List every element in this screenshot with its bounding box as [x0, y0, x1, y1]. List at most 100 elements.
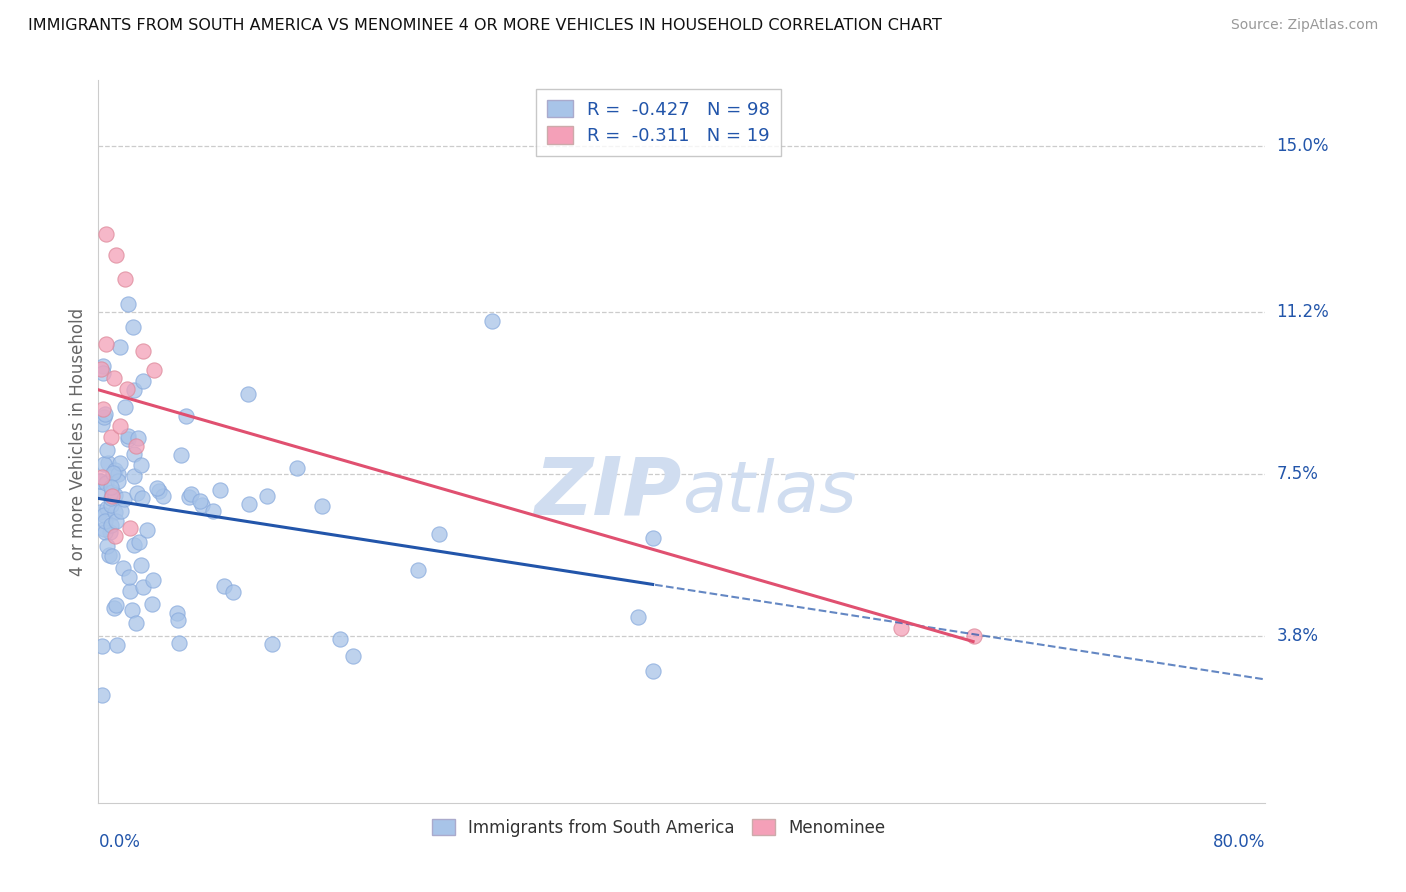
Point [103, 371, 125, 385]
Point [114, 400, 136, 414]
Point [132, 343, 155, 358]
Point [169, 449, 191, 463]
Point [89, 505, 111, 519]
Text: 11.2%: 11.2% [1277, 303, 1329, 321]
Point [342, 648, 364, 663]
Point [100, 491, 122, 505]
Point [408, 563, 430, 577]
Point [100, 430, 122, 444]
Point [94, 475, 117, 490]
Point [91, 359, 114, 373]
Point [110, 504, 132, 518]
Point [94, 524, 117, 539]
Point [91, 366, 114, 380]
Point [107, 474, 129, 488]
Point [238, 497, 260, 511]
Point [311, 499, 333, 513]
Point [141, 597, 163, 611]
Point [329, 632, 352, 647]
Point [112, 492, 135, 507]
Point [101, 549, 124, 563]
Point [93, 457, 115, 471]
Point [118, 521, 141, 535]
Point [190, 498, 212, 512]
Point [202, 503, 225, 517]
Point [641, 665, 664, 679]
Text: 3.8%: 3.8% [1277, 627, 1319, 646]
Point [89, 474, 111, 488]
Point [100, 480, 122, 494]
Point [94, 337, 117, 351]
Point [93, 410, 115, 425]
Point [94, 407, 117, 421]
Point [208, 483, 231, 497]
Text: 80.0%: 80.0% [1213, 833, 1265, 851]
Text: 7.5%: 7.5% [1277, 466, 1319, 483]
Point [285, 460, 308, 475]
Point [98, 525, 121, 540]
Point [91, 401, 114, 416]
Point [93, 522, 115, 536]
Point [104, 248, 127, 262]
Point [101, 485, 124, 500]
Text: 15.0%: 15.0% [1277, 137, 1329, 155]
Point [890, 621, 912, 635]
Point [190, 494, 212, 508]
Point [627, 610, 650, 624]
Point [103, 488, 125, 502]
Y-axis label: 4 or more Vehicles in Household: 4 or more Vehicles in Household [69, 308, 87, 575]
Point [118, 569, 141, 583]
Point [96, 539, 118, 553]
Point [91, 639, 114, 653]
Point [104, 529, 127, 543]
Point [107, 467, 129, 481]
Point [962, 629, 984, 643]
Point [146, 481, 169, 495]
Point [101, 489, 124, 503]
Point [212, 579, 235, 593]
Point [127, 431, 149, 445]
Point [115, 382, 138, 396]
Point [122, 469, 145, 483]
Point [121, 603, 143, 617]
Text: ZIP: ZIP [534, 453, 682, 531]
Point [104, 463, 127, 477]
Point [124, 439, 146, 453]
Point [179, 490, 201, 504]
Point [481, 314, 503, 328]
Point [152, 489, 174, 503]
Point [641, 531, 664, 545]
Point [131, 374, 153, 388]
Point [118, 584, 141, 599]
Point [103, 601, 125, 615]
Point [89, 475, 111, 489]
Point [96, 443, 118, 458]
Point [236, 387, 259, 401]
Point [122, 447, 145, 461]
Point [91, 688, 114, 702]
Point [169, 636, 191, 650]
Point [124, 383, 146, 397]
Point [94, 514, 117, 528]
Point [100, 518, 122, 533]
Point [125, 616, 148, 631]
Point [166, 607, 188, 621]
Point [90, 362, 112, 376]
Text: IMMIGRANTS FROM SOUTH AMERICA VS MENOMINEE 4 OR MORE VEHICLES IN HOUSEHOLD CORRE: IMMIGRANTS FROM SOUTH AMERICA VS MENOMIN… [28, 18, 942, 33]
Point [128, 534, 150, 549]
Point [108, 340, 131, 354]
Point [117, 297, 139, 311]
Point [105, 599, 128, 613]
Point [103, 466, 125, 480]
Point [105, 639, 128, 653]
Point [108, 456, 131, 470]
Point [117, 432, 139, 446]
Point [122, 538, 145, 552]
Point [132, 581, 155, 595]
Point [125, 486, 148, 500]
Point [104, 505, 127, 519]
Text: Source: ZipAtlas.com: Source: ZipAtlas.com [1230, 18, 1378, 32]
Point [97, 548, 120, 562]
Point [142, 363, 165, 377]
Point [256, 490, 278, 504]
